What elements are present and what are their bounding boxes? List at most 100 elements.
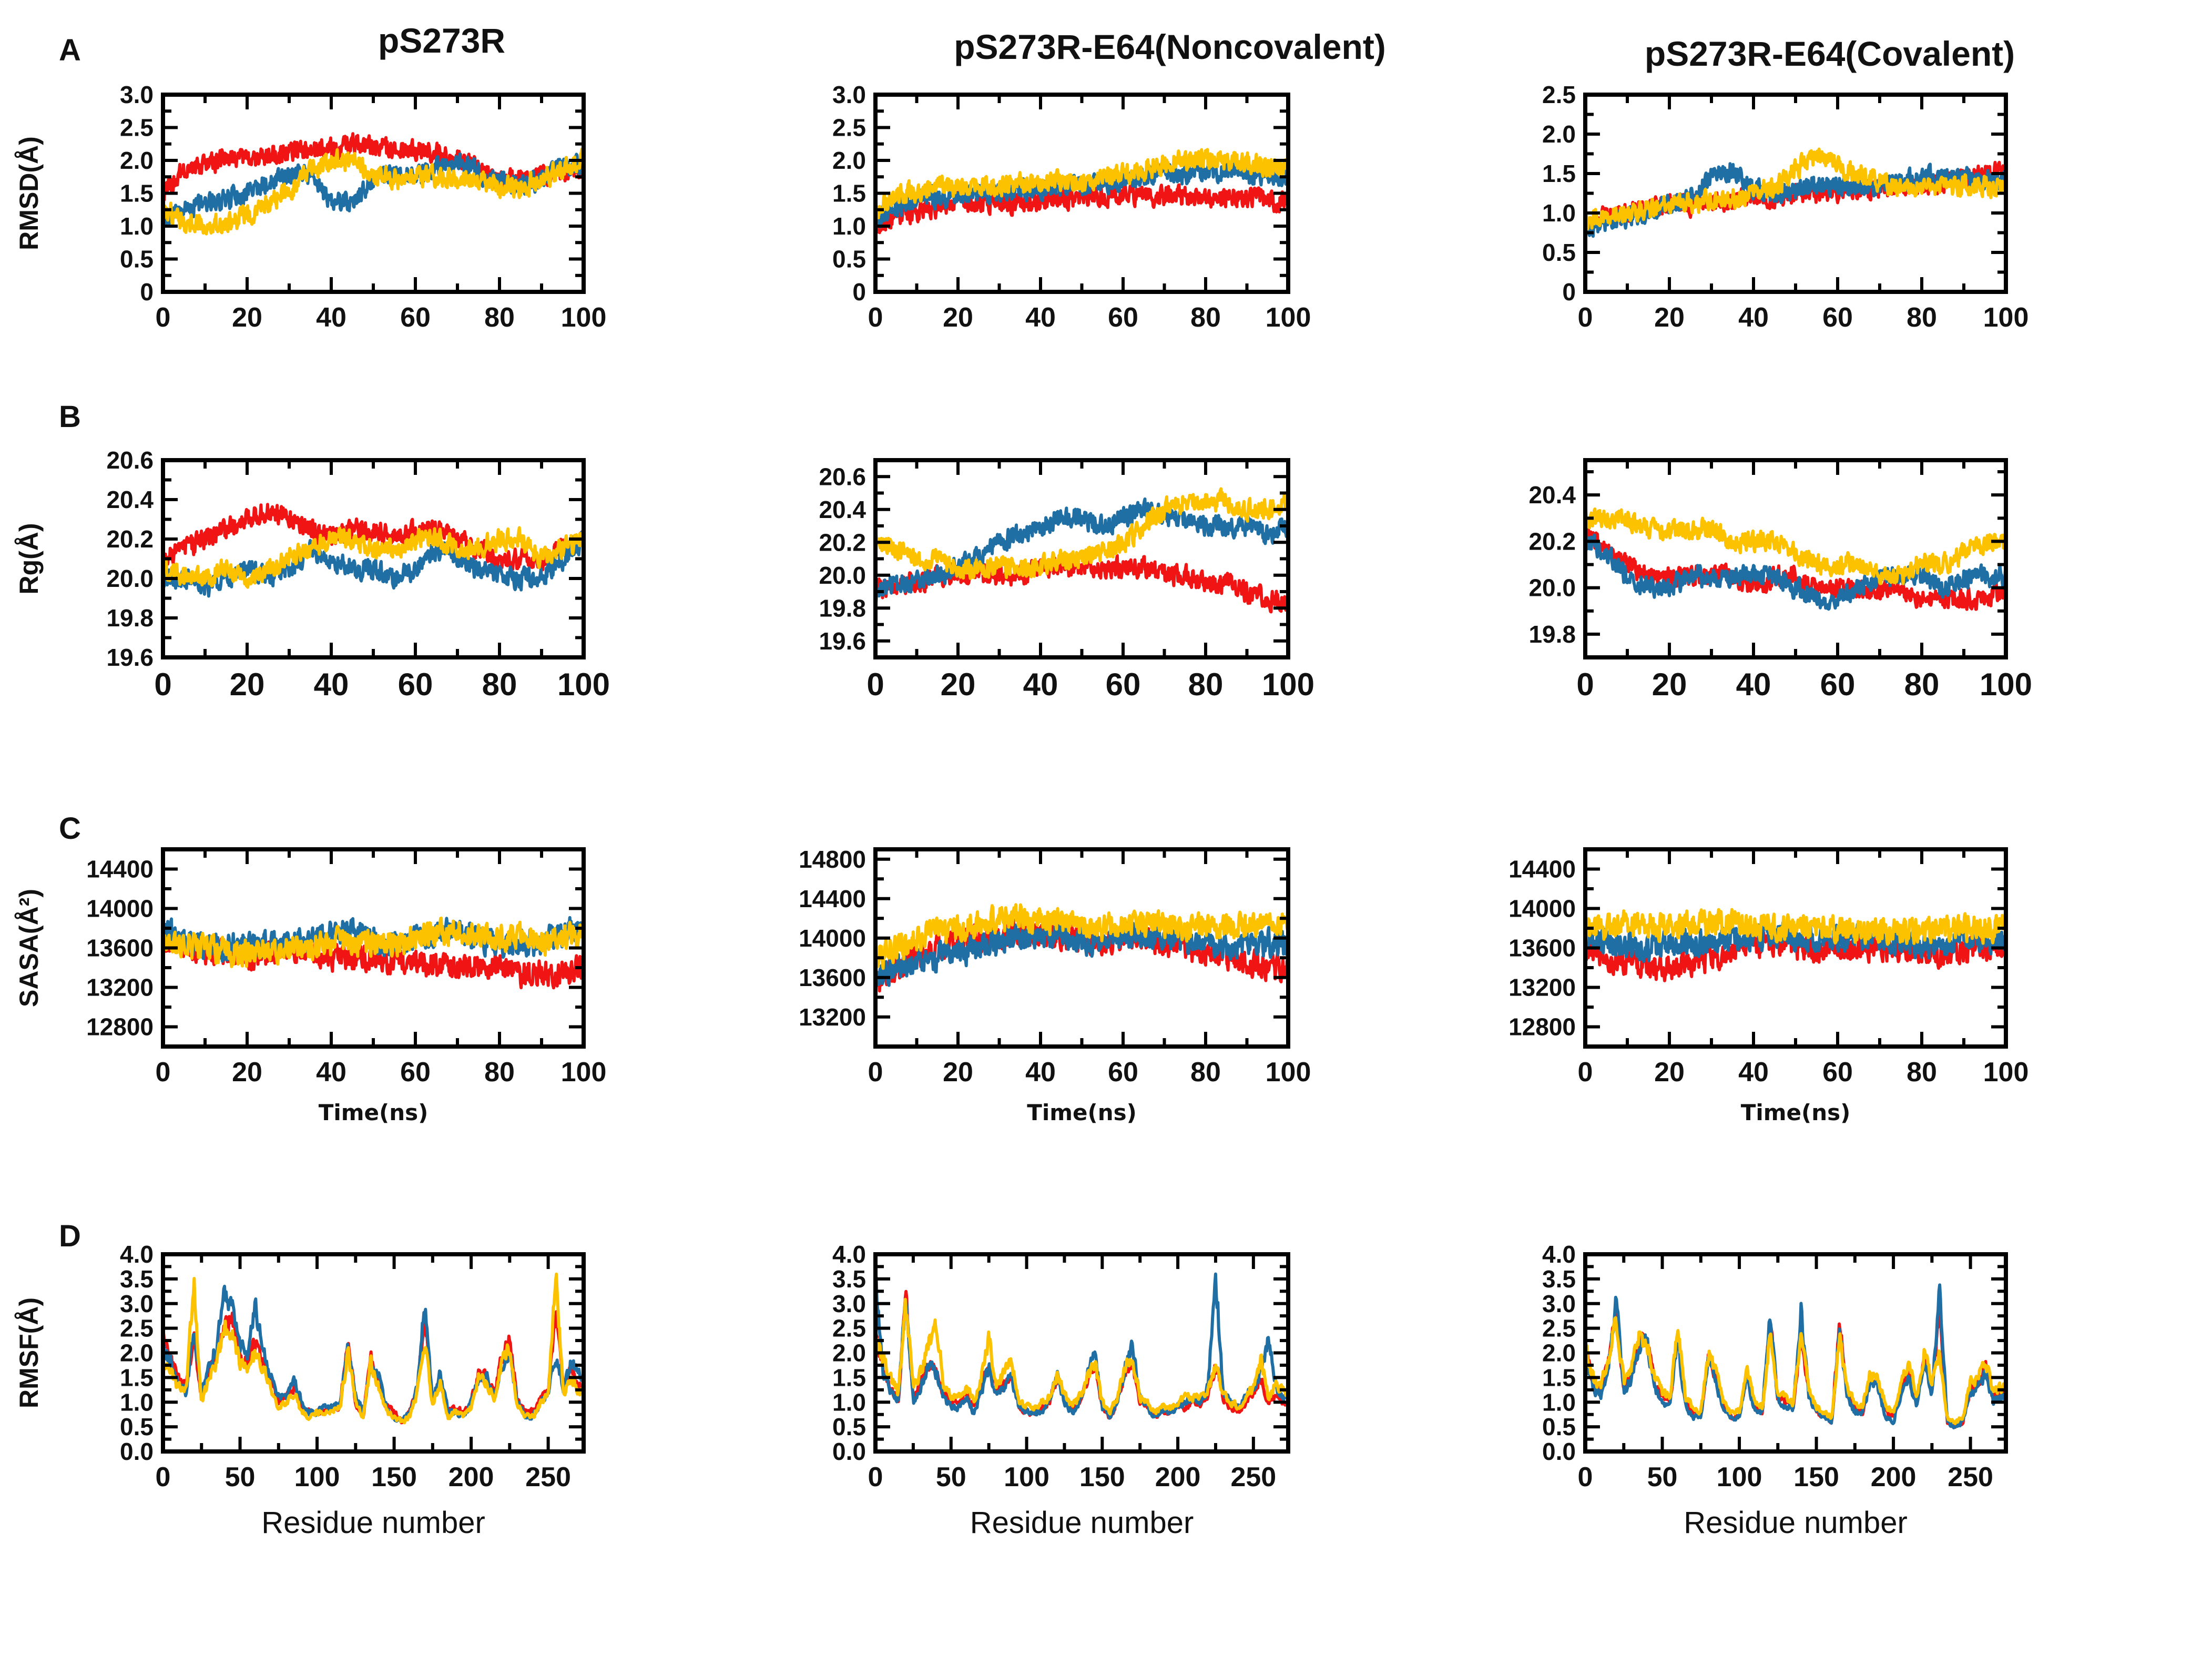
x-tick-label: 20 [941, 667, 976, 702]
series-group [1585, 507, 2006, 611]
x-tick-label: 250 [1948, 1462, 1993, 1492]
x-tick-label: 0 [867, 667, 884, 702]
y-tick-label: 1.5 [832, 1364, 866, 1391]
x-tick-label: 100 [1004, 1462, 1049, 1492]
y-tick-label: 0 [140, 278, 154, 306]
column-titles: pS273R pS273R-E64(Noncovalent) pS273R-E6… [378, 21, 2015, 73]
x-tick-label: 80 [1190, 1057, 1221, 1088]
x-tick-label: 60 [1106, 667, 1141, 702]
x-tick-label: 150 [1793, 1462, 1839, 1492]
x-tick-label: 40 [316, 1057, 346, 1088]
x-tick-label: 80 [1907, 302, 1937, 333]
y-tick-label: 13200 [799, 1003, 866, 1031]
y-tick-label: 2.5 [832, 1315, 866, 1342]
y-tick-label: 20.2 [106, 525, 154, 553]
x-tick-label: 20 [943, 1057, 973, 1088]
y-tick-label: 1.0 [120, 212, 154, 240]
y-tick-label: 14400 [86, 856, 154, 883]
y-tick-label: 3.0 [832, 81, 866, 108]
y-tick-label: 14400 [1508, 856, 1576, 883]
chart-b1: 19.6 19.8 20.0 20.2 20.4 20.6 0 20 40 60 80 100 Rg(Å… [14, 446, 610, 702]
y-tick-label: 1.0 [120, 1388, 154, 1416]
x-tick-label: 40 [314, 667, 349, 702]
chart-a2: 0 0.5 1.0 1.5 2.0 2.5 3.0 0 20 40 60 80 100 [832, 81, 1311, 333]
y-tick-label: 0 [852, 278, 866, 306]
y-tick-label: 19.8 [819, 594, 866, 622]
y-tick-label: 19.6 [106, 644, 154, 671]
y-tick-label: 14800 [799, 846, 866, 873]
plot-grid: 00.51.01.52.02.53.00 20 40 60 80 100RMSD(Å)00… [14, 81, 2032, 1540]
y-tick-label: 0.5 [1542, 1413, 1576, 1440]
y-tick-label: 2.5 [120, 1315, 154, 1342]
x-tick-label: 60 [1820, 667, 1856, 702]
x-tick-label: 40 [1736, 667, 1771, 702]
series-line-yellow [1585, 147, 2006, 231]
column-title-1: pS273R [378, 21, 505, 60]
chart-d2: 0.00.51.01.52.02.53.03.54.0 0 50 100 150 200 2… [832, 1241, 1290, 1540]
y-tick-label: 1.0 [832, 212, 866, 240]
y-tick-label: 20.6 [819, 463, 866, 490]
x-tick-label: 150 [1079, 1462, 1125, 1492]
x-tick-label: 0 [1578, 302, 1593, 333]
x-tick-label: 0 [156, 302, 171, 333]
series-line-yellow [163, 916, 584, 968]
series-line-blue [1585, 533, 2006, 611]
x-tick-label: 100 [1980, 667, 2032, 702]
y-tick-label: 13600 [799, 964, 866, 991]
x-tick-label: 0 [154, 667, 171, 702]
x-tick-label: 100 [1262, 667, 1314, 702]
plot-frame [161, 1252, 586, 1454]
x-tick-label: 250 [1230, 1462, 1276, 1492]
x-tick-label: 100 [557, 667, 610, 702]
series-line-yellow [163, 147, 584, 236]
y-tick-label: 4.0 [1542, 1241, 1576, 1268]
column-title-2: pS273R-E64(Noncovalent) [954, 27, 1386, 66]
y-axis-label: Rg(Å) [14, 523, 44, 594]
x-axis-label: Residue number [1684, 1506, 1908, 1540]
y-tick-label: 12800 [86, 1013, 154, 1041]
y-tick-label: 20.0 [106, 565, 154, 592]
x-tick-label: 100 [1983, 1057, 2029, 1088]
series-group [875, 903, 1288, 993]
x-tick-label: 100 [1266, 302, 1311, 333]
y-tick-label: 20.0 [819, 562, 866, 589]
y-tick-label: 1.0 [1542, 1388, 1576, 1416]
series-group [163, 132, 584, 236]
y-tick-label: 3.0 [1542, 1290, 1576, 1317]
x-tick-label: 40 [316, 302, 346, 333]
x-tick-label: 20 [232, 1057, 262, 1088]
y-tick-label: 3.0 [832, 1290, 866, 1317]
series-group [163, 916, 584, 990]
x-tick-label: 50 [936, 1462, 966, 1492]
y-tick-label: 1.5 [1542, 160, 1576, 187]
series-line-yellow [875, 903, 1288, 970]
x-tick-label: 60 [398, 667, 433, 702]
series-group [875, 1272, 1288, 1420]
y-tick-label: 3.5 [1542, 1265, 1576, 1293]
chart-a1: 0 0.5 1.0 1.5 2.0 2.5 3.0 0 20 40 60 80 100 RMSD(Å) [14, 81, 606, 333]
series-line-yellow [875, 1297, 1288, 1416]
y-tick-label: 1.5 [1542, 1364, 1576, 1391]
x-tick-label: 0 [1578, 1057, 1593, 1088]
chart-d3: 0.00.51.01.52.02.53.03.54.0 0 50 100 150 200 2… [1542, 1241, 2008, 1540]
y-tick-label: 20.2 [819, 529, 866, 556]
x-axis-label: Time(ns) [1741, 1100, 1851, 1125]
y-axis-label: SASA(Å²) [14, 889, 44, 1007]
x-tick-label: 0 [868, 302, 883, 333]
x-tick-label: 20 [230, 667, 265, 702]
series-group [875, 487, 1288, 614]
x-tick-label: 0 [868, 1462, 883, 1492]
x-tick-label: 0 [1578, 1462, 1593, 1492]
chart-b2: 19.6 19.8 20.0 20.2 20.4 20.6 0 20 40 60 80 100 [819, 458, 1314, 702]
y-tick-label: 0.0 [832, 1438, 866, 1465]
x-tick-label: 100 [561, 1057, 607, 1088]
x-tick-label: 80 [482, 667, 517, 702]
y-axis-label: RMSF(Å) [14, 1297, 44, 1408]
x-tick-label: 0 [156, 1057, 171, 1088]
y-tick-label: 1.5 [120, 1364, 154, 1391]
x-tick-label: 40 [1025, 302, 1056, 333]
x-tick-label: 100 [1717, 1462, 1762, 1492]
y-tick-label: 1.5 [120, 180, 154, 207]
y-tick-label: 14000 [1508, 895, 1576, 922]
